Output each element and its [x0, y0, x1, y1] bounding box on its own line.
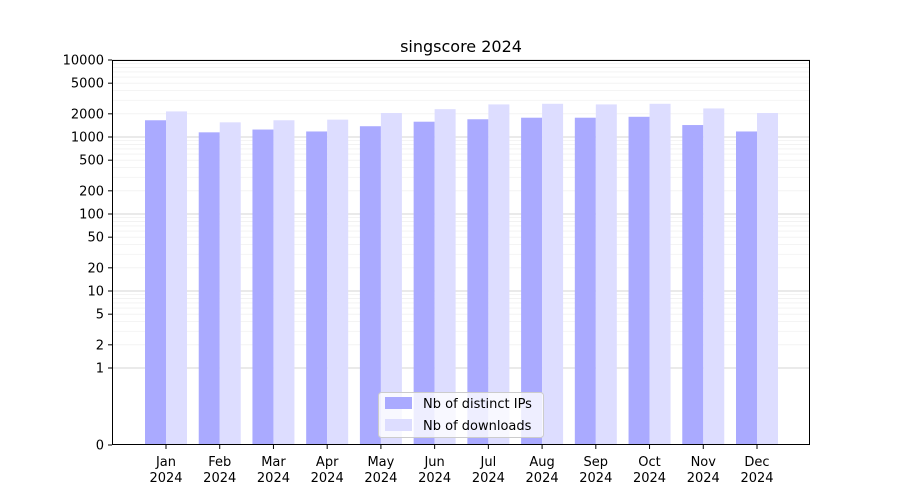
bar-downloads	[703, 108, 725, 446]
y-tick-label: 10	[87, 285, 104, 300]
legend-swatch-downloads	[385, 419, 412, 431]
y-tick-label: 200	[79, 184, 104, 199]
bar-distinct-ips	[521, 117, 543, 446]
bar-distinct-ips	[306, 131, 328, 445]
bar-downloads	[434, 109, 456, 445]
y-tick-label: 2000	[71, 107, 104, 122]
legend: Nb of distinct IPs Nb of downloads	[378, 392, 544, 438]
bar-downloads	[649, 103, 671, 446]
bar-distinct-ips	[145, 120, 166, 446]
y-tick-label: 1	[96, 362, 104, 377]
x-tick-label: Feb 2024	[203, 455, 236, 486]
y-tick-label: 0	[96, 439, 104, 454]
bar-downloads	[542, 103, 564, 446]
x-tick-label: Sep 2024	[579, 455, 612, 486]
bar-downloads	[219, 122, 241, 446]
x-tick-label: Apr 2024	[311, 455, 344, 486]
bar-distinct-ips	[252, 129, 274, 445]
bar-distinct-ips	[628, 116, 650, 446]
y-tick-label: 1000	[71, 131, 104, 146]
bar-downloads	[327, 119, 349, 445]
bar-distinct-ips	[574, 117, 596, 446]
x-tick-label: Aug 2024	[526, 455, 559, 486]
y-tick-label: 5000	[71, 77, 104, 92]
y-axis: 0 1 2 5 10 20 50 100 200 500 1000 2000 5000 10000	[63, 54, 112, 454]
x-tick-label: Jul 2024	[472, 455, 505, 486]
bar-downloads	[166, 111, 187, 446]
legend-box	[378, 392, 544, 438]
y-tick-label: 50	[87, 231, 104, 246]
bar-distinct-ips	[198, 132, 220, 445]
x-tick-label: Jun 2024	[418, 455, 451, 486]
bar-distinct-ips	[682, 125, 704, 445]
x-tick-label: Mar 2024	[257, 455, 290, 486]
x-tick-label: Dec 2024	[740, 455, 773, 486]
bars-layer	[145, 103, 778, 446]
bar-distinct-ips	[467, 119, 489, 445]
bar-downloads	[488, 104, 510, 445]
plot-area-frame	[112, 60, 810, 445]
y-tick-label: 20	[87, 261, 104, 276]
legend-swatch-distinct-ips	[385, 397, 412, 409]
legend-label-downloads: Nb of downloads	[423, 419, 532, 434]
y-tick-label: 10000	[63, 54, 104, 69]
bar-downloads	[595, 104, 617, 445]
legend-label-distinct-ips: Nb of distinct IPs	[423, 397, 532, 412]
bar-downloads	[273, 120, 295, 446]
bar-distinct-ips	[413, 121, 435, 446]
x-tick-label: May 2024	[364, 455, 397, 486]
y-tick-label: 5	[96, 308, 104, 323]
bar-downloads	[380, 112, 402, 446]
x-axis: Jan 2024 Feb 2024 Mar 2024 Apr 2024 May 2024 Jun 20…	[149, 445, 774, 486]
chart-title: singscore 2024	[400, 37, 522, 56]
x-tick-label: Nov 2024	[687, 455, 720, 486]
x-tick-label: Jan 2024	[149, 455, 182, 486]
bar-distinct-ips	[359, 126, 381, 445]
y-tick-label: 100	[79, 208, 104, 223]
y-tick-label: 2	[96, 338, 104, 353]
x-tick-label: Oct 2024	[633, 455, 666, 486]
y-tick-label: 500	[79, 154, 104, 169]
bar-downloads	[757, 112, 778, 446]
bar-distinct-ips	[736, 131, 757, 445]
